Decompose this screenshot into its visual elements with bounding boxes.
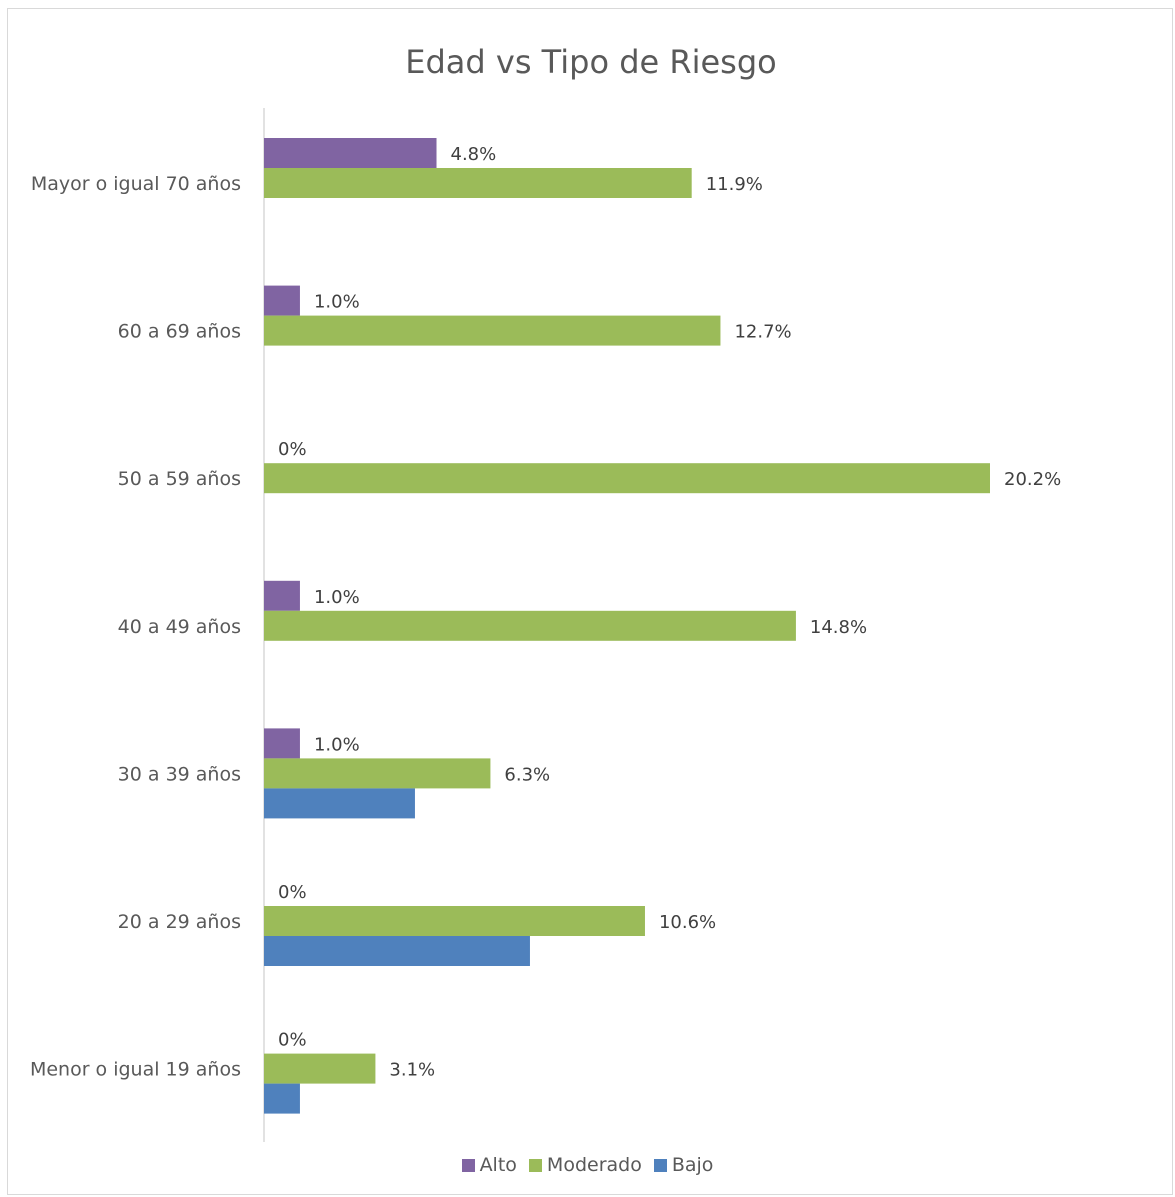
bar-moderado (264, 168, 692, 198)
bar-bajo (264, 936, 530, 966)
data-label: 1.0% (314, 734, 360, 755)
data-label: 14.8% (810, 617, 867, 638)
legend-label: Moderado (546, 1154, 642, 1176)
category-tick-label: 40 a 49 años (118, 616, 241, 638)
data-label: 10.6% (659, 912, 716, 933)
data-label: 11.9% (706, 174, 763, 195)
category-tick-label: 30 a 39 años (118, 763, 241, 785)
bar-alto (264, 580, 300, 611)
category-tick-label: 20 a 29 años (118, 911, 241, 933)
bar-moderado (264, 1053, 376, 1084)
legend-item-bajo: Bajo (653, 1154, 714, 1176)
data-label: 0% (278, 882, 307, 903)
data-label: 20.2% (1004, 469, 1061, 490)
category-tick-label: 60 a 69 años (118, 321, 241, 343)
data-label: 0% (278, 439, 307, 460)
data-label: 4.8% (451, 144, 497, 165)
bar-moderado (264, 906, 645, 936)
bar-moderado (264, 610, 796, 641)
bar-alto (264, 728, 300, 759)
data-label: 0% (278, 1030, 307, 1051)
legend-swatch (528, 1158, 542, 1172)
legend-swatch (461, 1158, 475, 1172)
bar-moderado (264, 463, 990, 494)
legend-swatch (653, 1158, 667, 1172)
legend-item-alto: Alto (461, 1154, 517, 1176)
data-label: 1.0% (314, 587, 360, 608)
bar-moderado (264, 315, 721, 346)
bar-alto (264, 138, 437, 168)
category-tick-label: 50 a 59 años (118, 468, 241, 490)
data-label: 1.0% (314, 292, 360, 313)
legend-item-moderado: Moderado (528, 1154, 642, 1176)
legend: Alto Moderado Bajo (0, 1154, 1175, 1177)
category-tick-label: Mayor o igual 70 años (31, 173, 241, 195)
bar-bajo (264, 788, 415, 819)
legend-label: Alto (479, 1154, 517, 1176)
bar-alto (264, 285, 300, 316)
bar-bajo (264, 1083, 300, 1114)
chart-area: Edad vs Tipo de Riesgo (7, 8, 1173, 1195)
data-label: 3.1% (389, 1060, 435, 1081)
data-label: 6.3% (504, 764, 550, 785)
legend-label: Bajo (671, 1154, 714, 1176)
category-tick-label: Menor o igual 19 años (30, 1059, 241, 1081)
data-label: 12.7% (734, 322, 791, 343)
chart-title: Edad vs Tipo de Riesgo (405, 43, 777, 81)
bar-moderado (264, 758, 491, 789)
